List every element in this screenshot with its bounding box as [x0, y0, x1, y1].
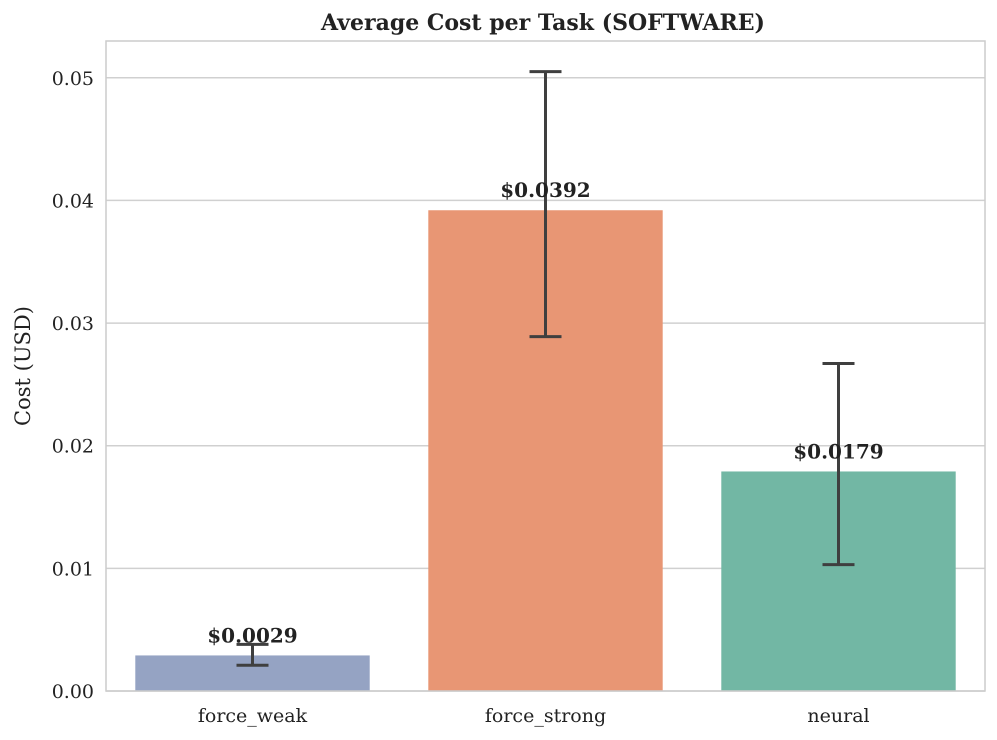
- error-bar-force-strong: [529, 70, 562, 339]
- y-tick-label: 0.05: [52, 68, 94, 90]
- chart-title: Average Cost per Task (SOFTWARE): [320, 10, 765, 36]
- y-tick-label: 0.04: [52, 190, 94, 212]
- error-bar-force-weak: [236, 642, 269, 667]
- x-tick-label: force_weak: [198, 705, 308, 727]
- data-labels: $0.0029 $0.0392 $0.0179: [207, 178, 883, 647]
- plot-frame: [105, 40, 986, 692]
- data-label: $0.0179: [793, 439, 883, 463]
- x-tick-label: force_strong: [485, 705, 606, 727]
- x-tick-label: neural: [807, 705, 869, 727]
- error-bars: [236, 70, 855, 667]
- y-axis-label: Cost (USD): [11, 306, 35, 426]
- y-tick-label: 0.02: [52, 436, 94, 458]
- y-tick-label: 0.00: [52, 681, 94, 703]
- data-label: $0.0029: [207, 623, 297, 647]
- tick-labels: 0.00 0.01 0.02 0.03 0.04 0.05 force_weak force_…: [52, 68, 870, 727]
- data-label: $0.0392: [500, 178, 590, 202]
- y-tick-label: 0.01: [52, 558, 94, 580]
- error-bar-neural: [822, 362, 855, 567]
- y-tick-label: 0.03: [52, 313, 94, 335]
